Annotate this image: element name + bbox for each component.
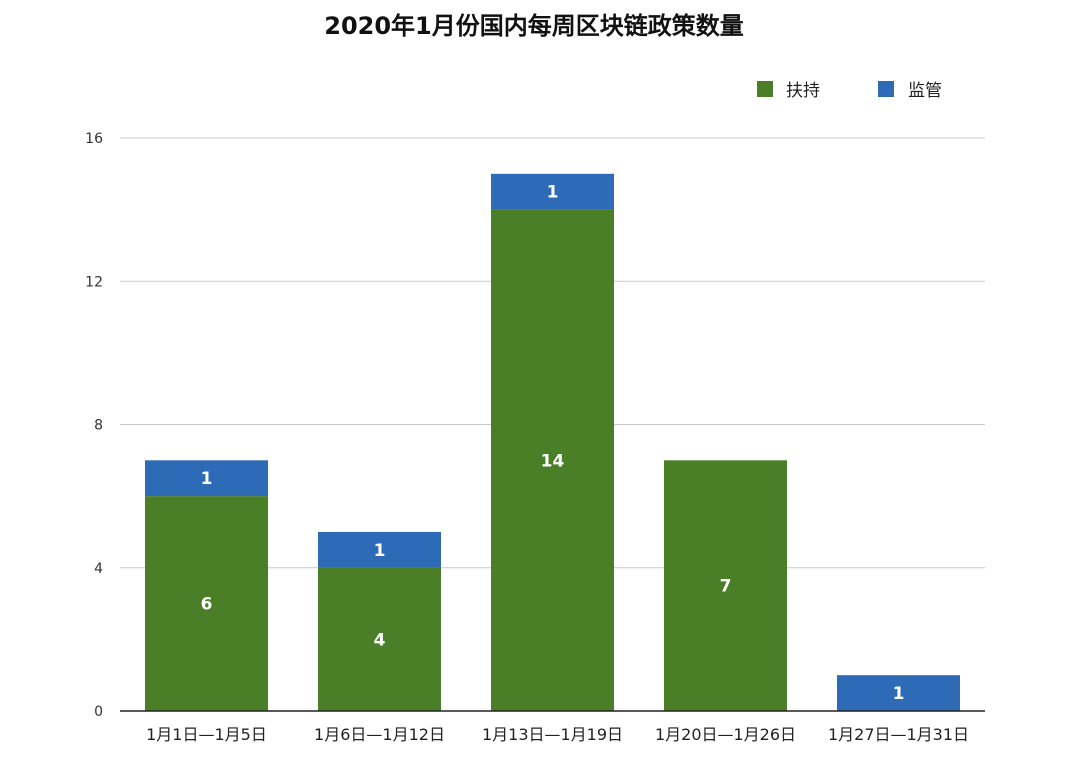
data-label: 1 — [201, 469, 213, 489]
bar-segment — [491, 209, 614, 711]
bar-segment — [145, 496, 268, 711]
y-tick-label: 12 — [85, 274, 103, 290]
legend-swatch-regulation — [878, 81, 894, 97]
data-label: 4 — [374, 630, 386, 650]
y-tick-label: 4 — [94, 561, 103, 577]
bar-segment — [664, 460, 787, 711]
x-tick-label: 1月13日—1月19日 — [482, 725, 623, 744]
data-label: 14 — [541, 451, 565, 471]
legend-label-support: 扶持 — [786, 81, 820, 101]
chart-title: 2020年1月份国内每周区块链政策数量 — [324, 12, 744, 40]
x-tick-label: 1月20日—1月26日 — [655, 725, 796, 744]
bar-segment — [318, 567, 441, 711]
y-tick-label: 16 — [85, 131, 103, 147]
bar-segment — [837, 675, 960, 711]
bar-segment — [145, 460, 268, 497]
data-label: 1 — [547, 183, 559, 203]
x-tick-label: 1月6日—1月12日 — [314, 725, 445, 744]
bars — [145, 173, 960, 711]
bar-segment — [318, 531, 441, 568]
x-tick-label: 1月1日—1月5日 — [146, 725, 267, 744]
y-axis-ticks: 0 4 8 12 16 — [85, 131, 103, 720]
legend: 扶持 监管 — [757, 81, 942, 101]
x-tick-label: 1月27日—1月31日 — [828, 725, 969, 744]
y-tick-label: 0 — [94, 704, 103, 720]
legend-label-regulation: 监管 — [908, 81, 942, 101]
data-label: 1 — [374, 541, 386, 561]
data-label: 1 — [893, 684, 905, 704]
data-label: 6 — [201, 595, 213, 615]
y-tick-label: 8 — [94, 418, 103, 434]
x-axis-labels: 1月1日—1月5日 1月6日—1月12日 1月13日—1月19日 1月20日—1月26… — [146, 725, 969, 744]
bar-segment — [491, 173, 614, 210]
legend-swatch-support — [757, 81, 773, 97]
data-label: 7 — [720, 577, 732, 597]
